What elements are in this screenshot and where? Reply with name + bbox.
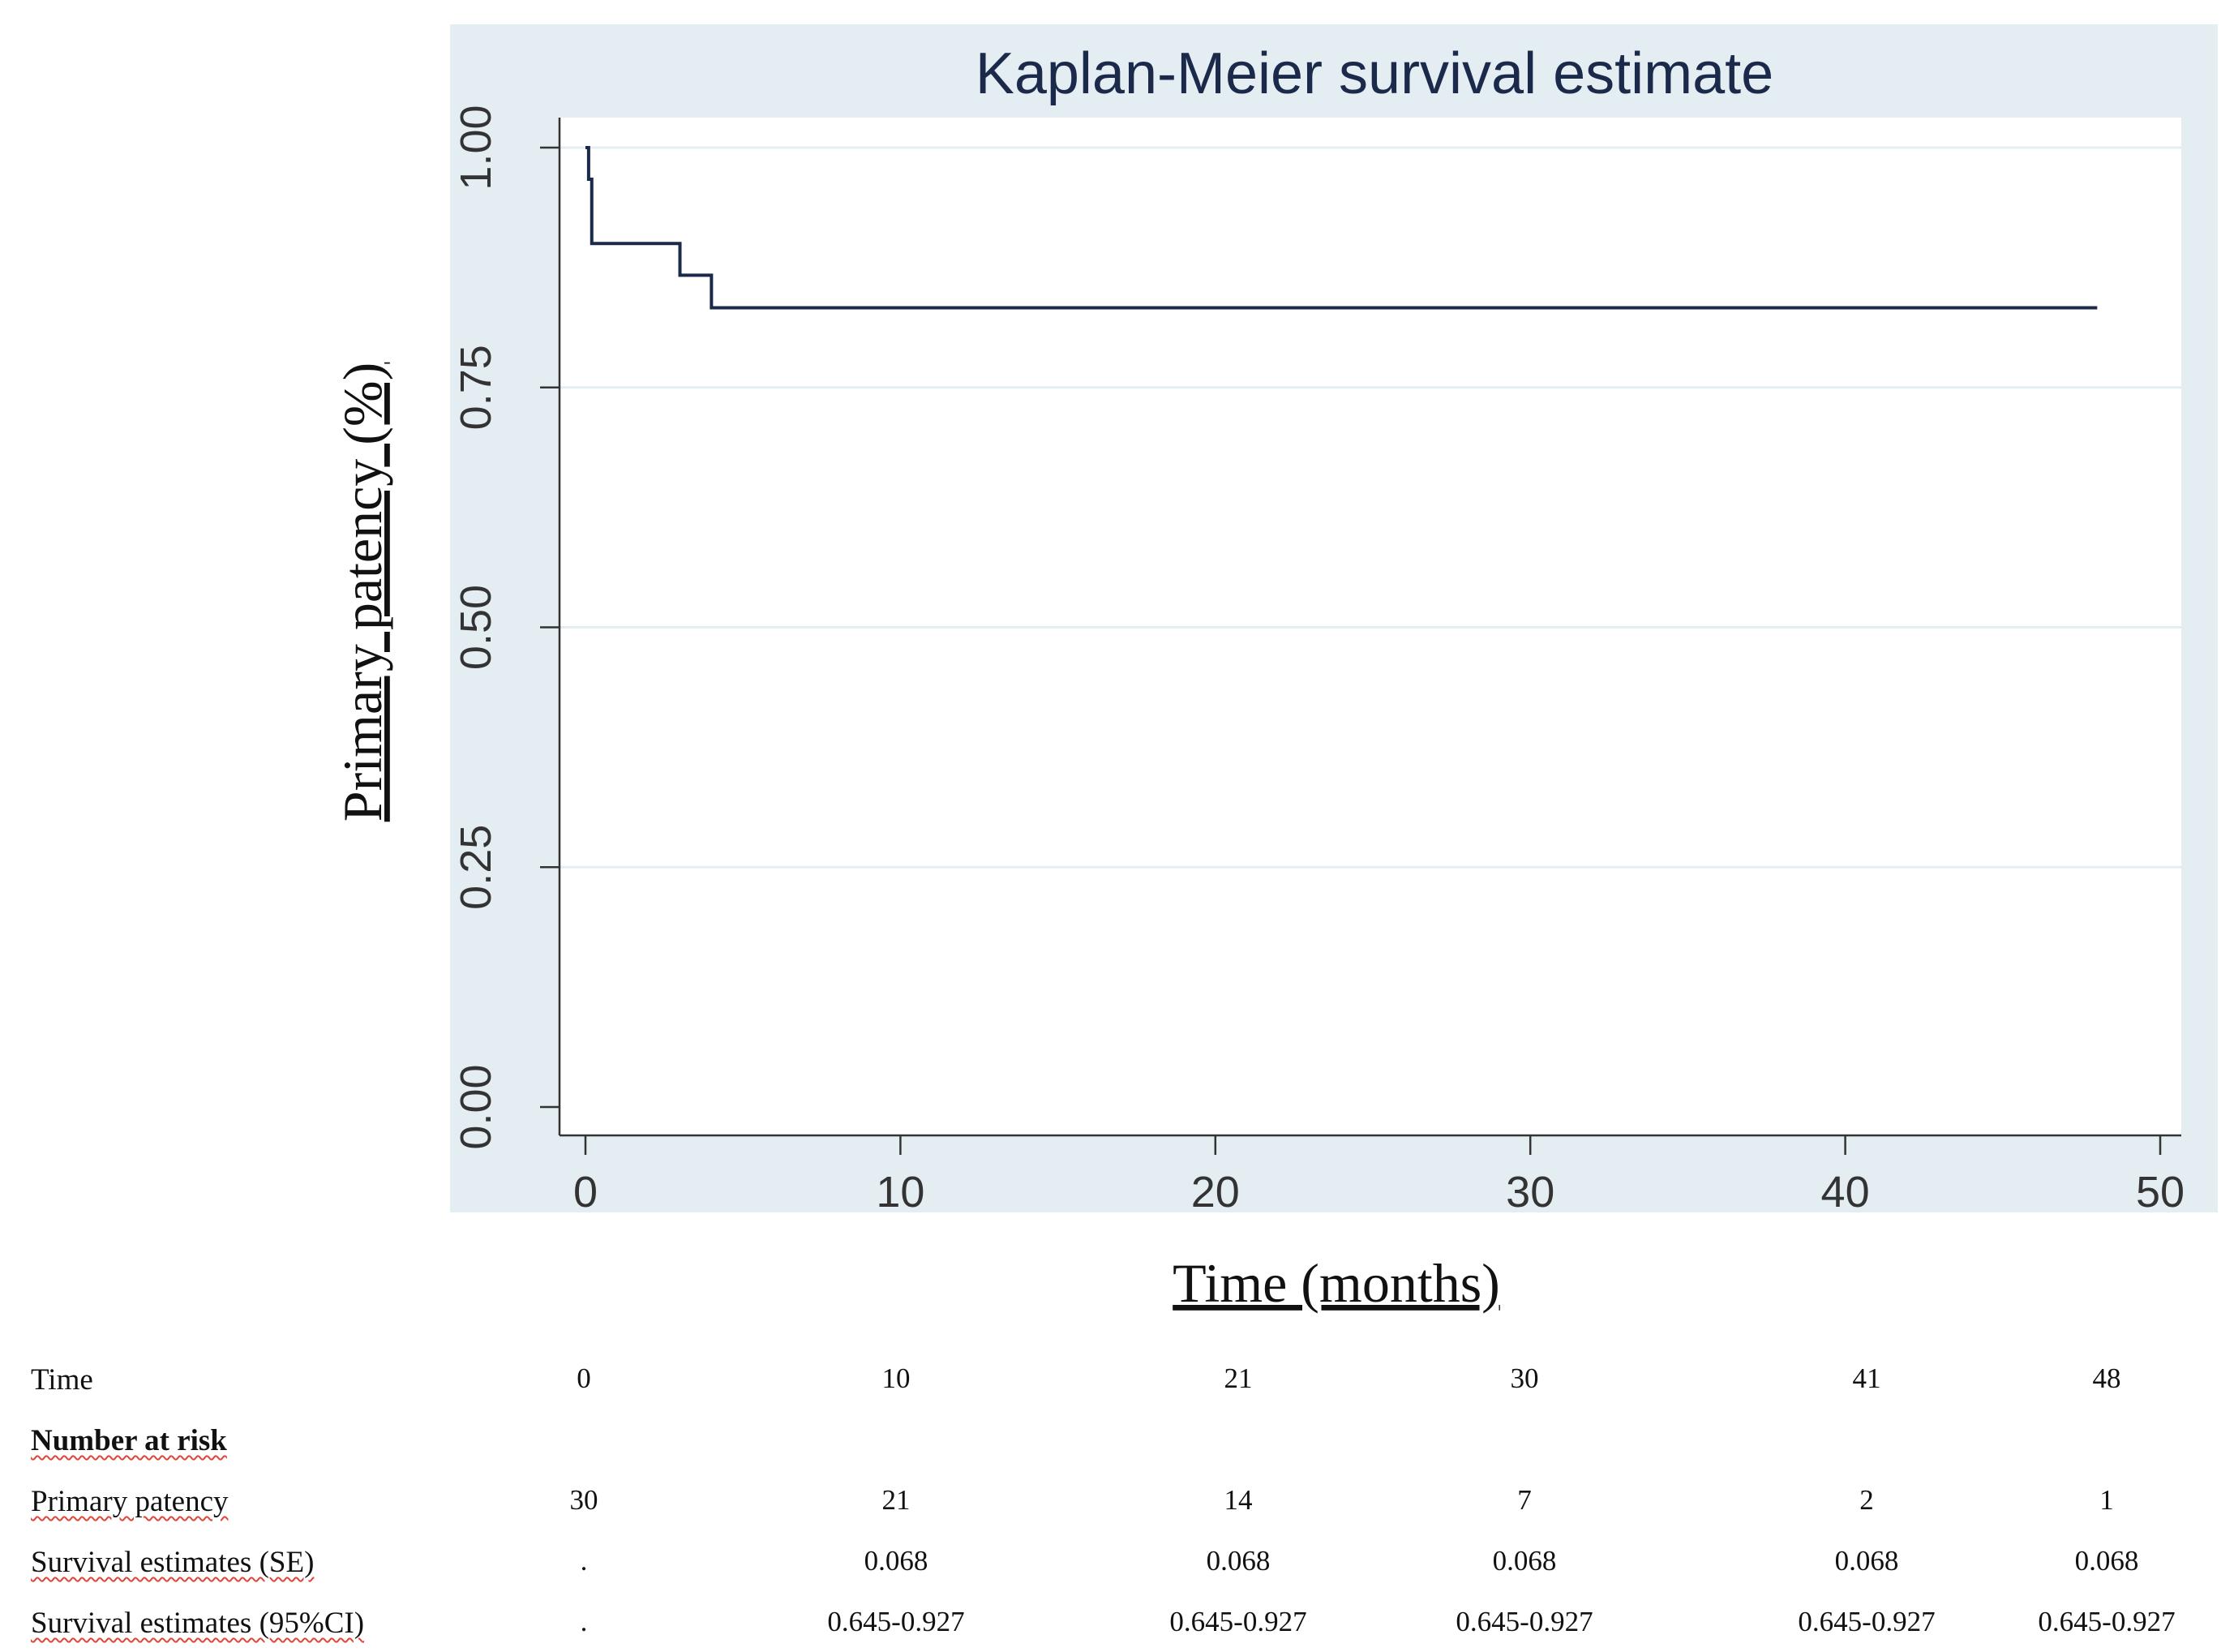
y-tick-label: 1.00 xyxy=(452,105,500,190)
risk-time-cell: 10 xyxy=(881,1362,911,1394)
risk-ci-cell: 0.645-0.927 xyxy=(827,1606,965,1637)
y-tick-label: 0.25 xyxy=(452,825,500,910)
risk-ci-cell: 0.645-0.927 xyxy=(2038,1606,2176,1637)
risk-time-cell: 41 xyxy=(1852,1362,1881,1394)
x-tick-label: 30 xyxy=(1506,1168,1554,1216)
y-tick-label: 0.75 xyxy=(452,345,500,430)
risk-count-cell: 1 xyxy=(2099,1484,2114,1516)
risk-table-row-label-patency: Primary patency xyxy=(31,1485,229,1518)
x-axis-label: Time (months) xyxy=(1173,1252,1500,1314)
risk-se-cell: 0.068 xyxy=(864,1545,928,1577)
risk-se-cell: 0.068 xyxy=(2074,1545,2139,1577)
risk-count-cell: 7 xyxy=(1517,1484,1532,1516)
risk-time-cell: 21 xyxy=(1224,1362,1253,1394)
risk-ci-cell: 0.645-0.927 xyxy=(1456,1606,1593,1637)
risk-se-cell: 0.068 xyxy=(1492,1545,1557,1577)
risk-ci-cell: 0.645-0.927 xyxy=(1169,1606,1307,1637)
x-tick-label: 20 xyxy=(1191,1168,1240,1216)
risk-count-cell: 30 xyxy=(569,1484,598,1516)
survival-step-line xyxy=(585,146,2098,310)
x-tick-label: 50 xyxy=(2136,1168,2185,1216)
risk-time-cell: 0 xyxy=(577,1362,591,1394)
x-tick-label: 0 xyxy=(573,1168,598,1216)
risk-ci-cell: 0.645-0.927 xyxy=(1798,1606,1936,1637)
risk-table-section-label: Number at risk xyxy=(31,1424,227,1457)
risk-count-cell: 2 xyxy=(1859,1484,1874,1516)
chart-title: Kaplan-Meier survival estimate xyxy=(975,41,1773,106)
risk-ci-cell: . xyxy=(580,1606,588,1637)
risk-se-cell: 0.068 xyxy=(1206,1545,1271,1577)
x-tick-label: 10 xyxy=(876,1168,924,1216)
risk-se-cell: . xyxy=(580,1545,588,1577)
risk-table-row-label-se: Survival estimates (SE) xyxy=(31,1546,315,1579)
risk-time-cell: 30 xyxy=(1510,1362,1539,1394)
risk-count-cell: 14 xyxy=(1224,1484,1253,1516)
y-axis-label: Primary patency (%) xyxy=(332,363,393,822)
risk-table-row-label-ci: Survival estimates (95%CI) xyxy=(31,1607,365,1640)
risk-se-cell: 0.068 xyxy=(1834,1545,1899,1577)
y-tick-label: 0.00 xyxy=(452,1064,500,1149)
risk-table-time-label: Time xyxy=(31,1363,93,1397)
y-tick-label: 0.50 xyxy=(452,585,500,670)
risk-count-cell: 21 xyxy=(881,1484,911,1516)
x-tick-label: 40 xyxy=(1821,1168,1870,1216)
risk-time-cell: 48 xyxy=(2092,1362,2121,1394)
